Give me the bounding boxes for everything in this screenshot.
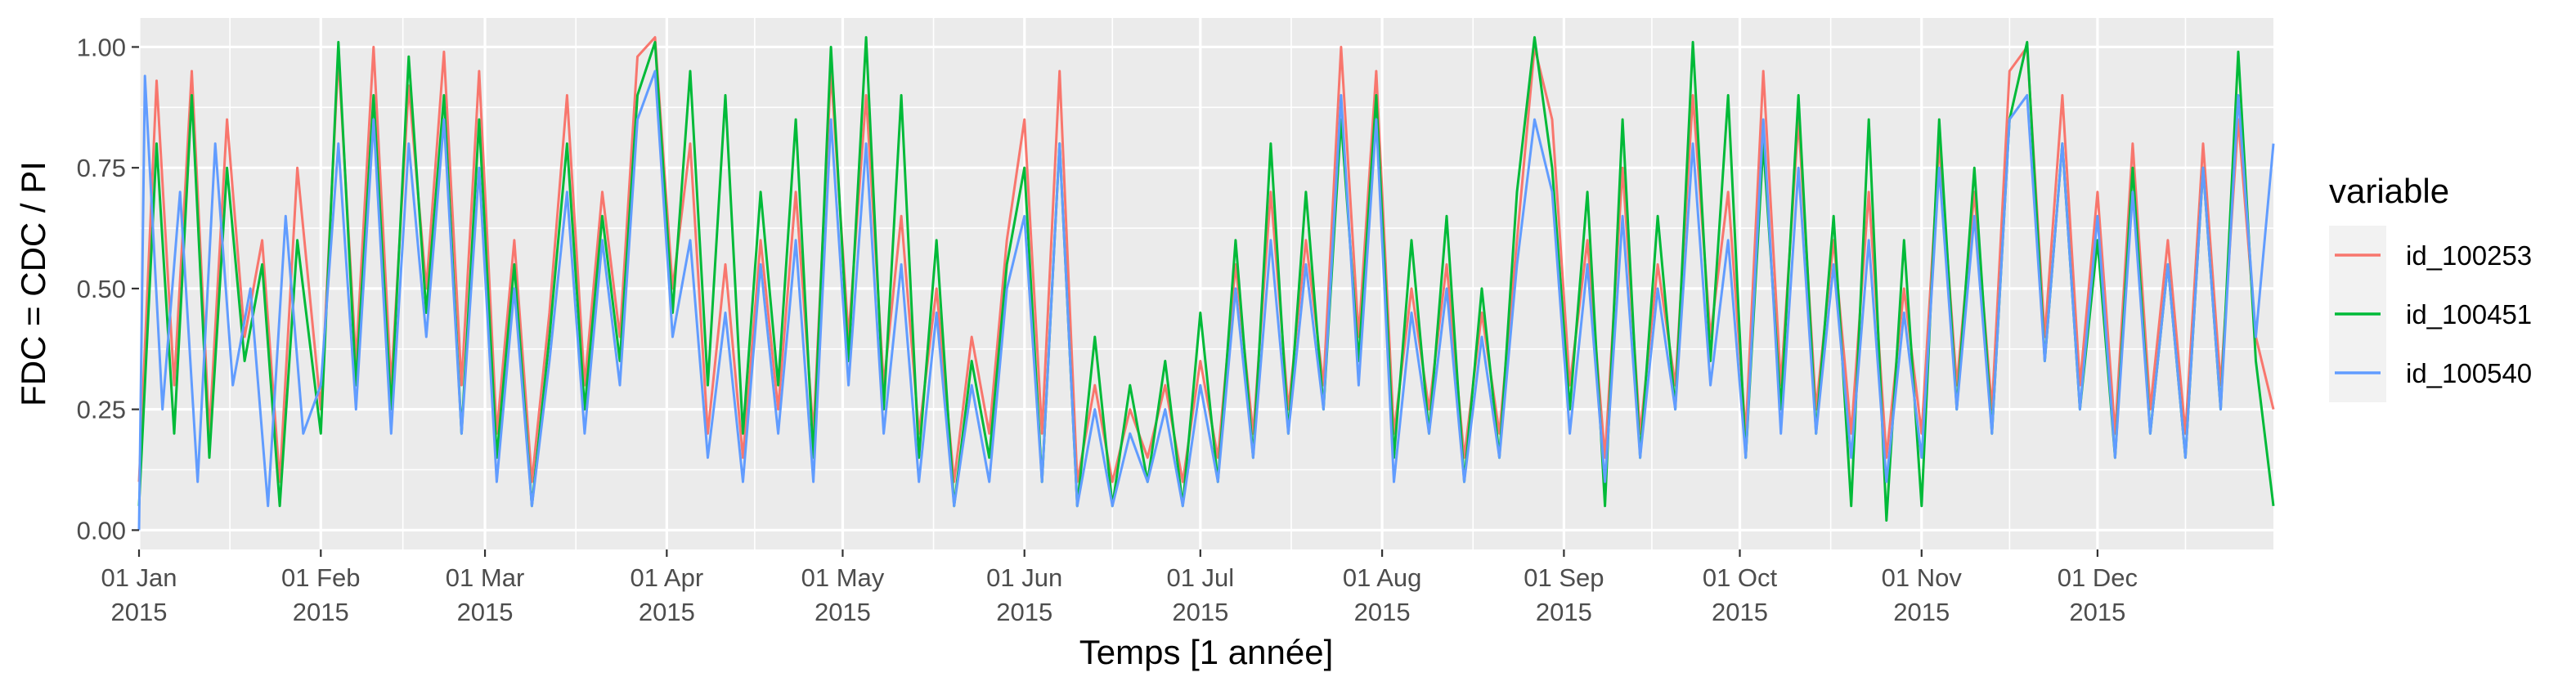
legend-title: variable [2329,172,2449,210]
x-tick-label-year: 2015 [639,598,695,626]
y-axis: 0.00 0.25 0.50 0.75 1.00 [77,33,139,545]
x-tick-label-month: 01 Sep [1524,563,1604,592]
x-tick-label-year: 2015 [815,598,871,626]
x-tick-label-month: 01 Mar [446,563,524,592]
x-tick-label-month: 01 Oct [1703,563,1778,592]
series-line-id_100451 [137,36,2275,522]
x-tick-label-year: 2015 [1893,598,1950,626]
y-tick-label: 0.75 [77,154,126,182]
y-tick-label: 1.00 [77,33,126,61]
legend: variable id_100253 id_100451 id_100540 [2329,172,2532,402]
x-axis-title: Temps [1 année] [1079,633,1334,671]
x-tick-label-month: 01 Dec [2058,563,2138,592]
x-tick-label-year: 2015 [293,598,349,626]
x-tick-label-year: 2015 [996,598,1052,626]
x-tick-label-year: 2015 [1712,598,1768,626]
x-tick-label-year: 2015 [1354,598,1411,626]
x-tick-label-month: 01 Feb [281,563,361,592]
legend-label: id_100540 [2406,358,2532,388]
y-tick-label: 0.25 [77,396,126,424]
y-tick-label: 0.00 [77,516,126,545]
series-line-id_100540 [137,70,2275,531]
x-tick-label-month: 01 Apr [631,563,704,592]
legend-label: id_100253 [2406,240,2532,271]
x-tick-label-year: 2015 [457,598,514,626]
x-tick-label-month: 01 Jul [1166,563,1234,592]
series-line-id_100253 [137,36,2275,483]
x-tick-label-month: 01 Jun [986,563,1062,592]
x-tick-label-year: 2015 [2069,598,2125,626]
x-tick-label-month: 01 Jan [101,563,177,592]
x-tick-label-year: 2015 [1172,598,1228,626]
series-layer [137,36,2275,531]
x-tick-label-month: 01 May [801,563,885,592]
minor-gridlines [139,18,2273,549]
legend-label: id_100451 [2406,299,2532,330]
x-tick-label-year: 2015 [1536,598,1592,626]
y-tick-label: 0.50 [77,275,126,303]
x-tick-label-month: 01 Aug [1343,563,1422,592]
x-tick-label-month: 01 Nov [1882,563,1963,592]
y-axis-title: FDC = CDC / PI [14,161,52,406]
x-axis: 01 Jan 2015 01 Feb 2015 01 Mar 2015 01 Apr 2015… [101,549,2138,626]
x-tick-label-year: 2015 [111,598,168,626]
